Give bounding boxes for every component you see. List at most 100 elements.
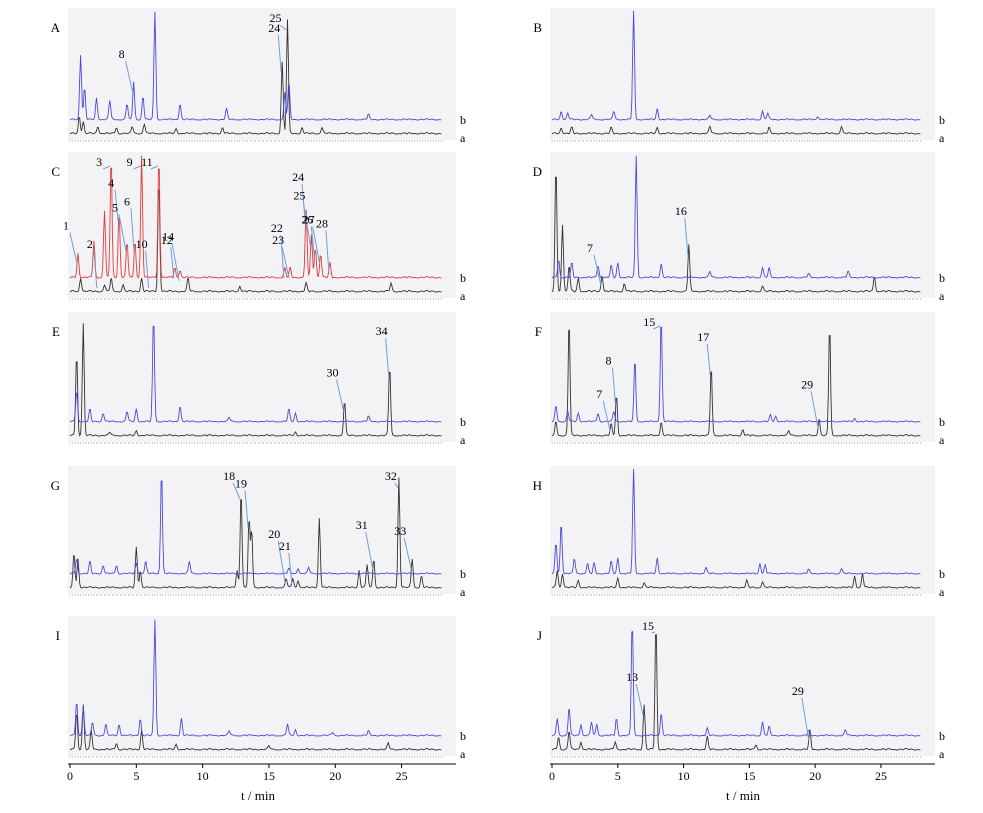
peak-label: 22 bbox=[271, 221, 283, 235]
left-time-axis: 0 5 10 15 20 25 bbox=[67, 763, 456, 783]
peak-arrow bbox=[170, 247, 175, 279]
peak-arrow bbox=[102, 165, 111, 170]
peak-arrow bbox=[706, 344, 711, 376]
peak-arrow bbox=[150, 165, 159, 170]
axis-tick-label: 5 bbox=[133, 769, 139, 783]
trace-label-b: b bbox=[939, 415, 945, 429]
peak-label: 2 bbox=[87, 237, 93, 251]
axis-tick-label: 0 bbox=[549, 769, 555, 783]
peak-label: 27 bbox=[303, 213, 315, 227]
peak-label: 20 bbox=[268, 527, 280, 541]
trace-label-b: b bbox=[460, 415, 466, 429]
plot-background bbox=[550, 8, 935, 140]
baseline-ticks bbox=[69, 594, 442, 596]
plot-background bbox=[550, 616, 935, 756]
baseline-ticks bbox=[69, 140, 442, 142]
trace-a bbox=[551, 329, 921, 437]
trace-label-a: a bbox=[939, 585, 945, 599]
trace-label-a: a bbox=[939, 433, 945, 447]
peak-label: 30 bbox=[327, 366, 339, 380]
peak-arrow bbox=[394, 482, 399, 489]
trace-a bbox=[69, 189, 442, 293]
peak-label: 7 bbox=[596, 387, 602, 401]
peak-label: 21 bbox=[279, 539, 291, 553]
axis-tick-label: 5 bbox=[615, 769, 621, 783]
panel-letter: H bbox=[533, 478, 542, 493]
axis-tick-label: 25 bbox=[396, 769, 408, 783]
trace-a bbox=[551, 125, 921, 135]
peak-label: 8 bbox=[119, 47, 125, 61]
axis-tick-label: 10 bbox=[678, 769, 690, 783]
plot-background bbox=[68, 616, 456, 756]
peak-arrow bbox=[365, 531, 374, 570]
plot-background bbox=[550, 466, 935, 594]
plot-background bbox=[68, 8, 456, 140]
peak-arrow bbox=[133, 165, 141, 170]
trace-b bbox=[69, 619, 442, 737]
peak-label: 3 bbox=[96, 155, 102, 169]
peak-label: 16 bbox=[675, 204, 687, 218]
trace-label-b: b bbox=[939, 729, 945, 743]
trace-label-b: b bbox=[939, 567, 945, 581]
peak-label: 6 bbox=[124, 194, 130, 208]
trace-label-a: a bbox=[939, 131, 945, 145]
axis-tick-label: 25 bbox=[875, 769, 887, 783]
peak-arrow bbox=[325, 230, 330, 274]
trace-a bbox=[551, 570, 921, 589]
peak-label: 14 bbox=[162, 230, 174, 244]
trace-a bbox=[551, 176, 921, 293]
peak-arrow bbox=[69, 232, 78, 264]
peak-arrow bbox=[130, 208, 135, 252]
peak-label: 15 bbox=[642, 619, 654, 633]
trace-label-b: b bbox=[939, 113, 945, 127]
peak-label: 29 bbox=[801, 377, 813, 391]
peak-label: 25 bbox=[270, 11, 282, 25]
axis-tick-label: 15 bbox=[743, 769, 755, 783]
panel-letter: J bbox=[537, 628, 542, 643]
peak-arrow bbox=[232, 482, 241, 500]
peak-label: 11 bbox=[141, 155, 153, 169]
peak-label: 8 bbox=[605, 354, 611, 368]
peak-arrow bbox=[171, 243, 180, 281]
trace-label-b: b bbox=[460, 113, 466, 127]
panel-letter: B bbox=[533, 20, 542, 35]
plot-background bbox=[68, 466, 456, 594]
plot-background bbox=[68, 152, 456, 298]
panel-letter: F bbox=[535, 324, 542, 339]
trace-label-a: a bbox=[460, 747, 466, 761]
panel-letter: C bbox=[51, 164, 60, 179]
peak-arrow bbox=[403, 537, 412, 570]
panel-letter: D bbox=[533, 164, 542, 179]
panel-b: Bba bbox=[533, 8, 945, 145]
peak-arrow bbox=[302, 202, 311, 246]
peak-arrow bbox=[277, 540, 286, 584]
peak-label: 12 bbox=[161, 233, 173, 247]
peak-label: 19 bbox=[235, 476, 247, 490]
axis-tick-label: 20 bbox=[809, 769, 821, 783]
baseline-ticks bbox=[551, 140, 921, 142]
baseline-ticks bbox=[551, 594, 921, 596]
peak-label: 33 bbox=[394, 524, 406, 538]
peak-label: 18 bbox=[223, 469, 235, 483]
peak-label: 24 bbox=[268, 21, 280, 35]
peak-arrow bbox=[801, 697, 810, 741]
peak-label: 10 bbox=[136, 237, 148, 251]
trace-a bbox=[69, 477, 442, 589]
peak-arrow bbox=[280, 235, 285, 279]
panel-h: Hba bbox=[533, 466, 945, 599]
trace-b bbox=[551, 10, 921, 121]
panel-d: Dba 7 16 bbox=[533, 152, 945, 303]
peak-arrow bbox=[281, 247, 290, 279]
peak-arrow bbox=[118, 214, 127, 252]
trace-a bbox=[551, 634, 921, 751]
panel-e: Eba 30 34 bbox=[52, 312, 466, 447]
trace-a bbox=[69, 704, 442, 751]
peak-arrow bbox=[312, 226, 321, 264]
trace-label-b: b bbox=[460, 567, 466, 581]
baseline-ticks bbox=[69, 756, 442, 758]
plot-background bbox=[68, 312, 456, 442]
trace-b bbox=[69, 325, 442, 423]
peak-label: 13 bbox=[626, 670, 638, 684]
